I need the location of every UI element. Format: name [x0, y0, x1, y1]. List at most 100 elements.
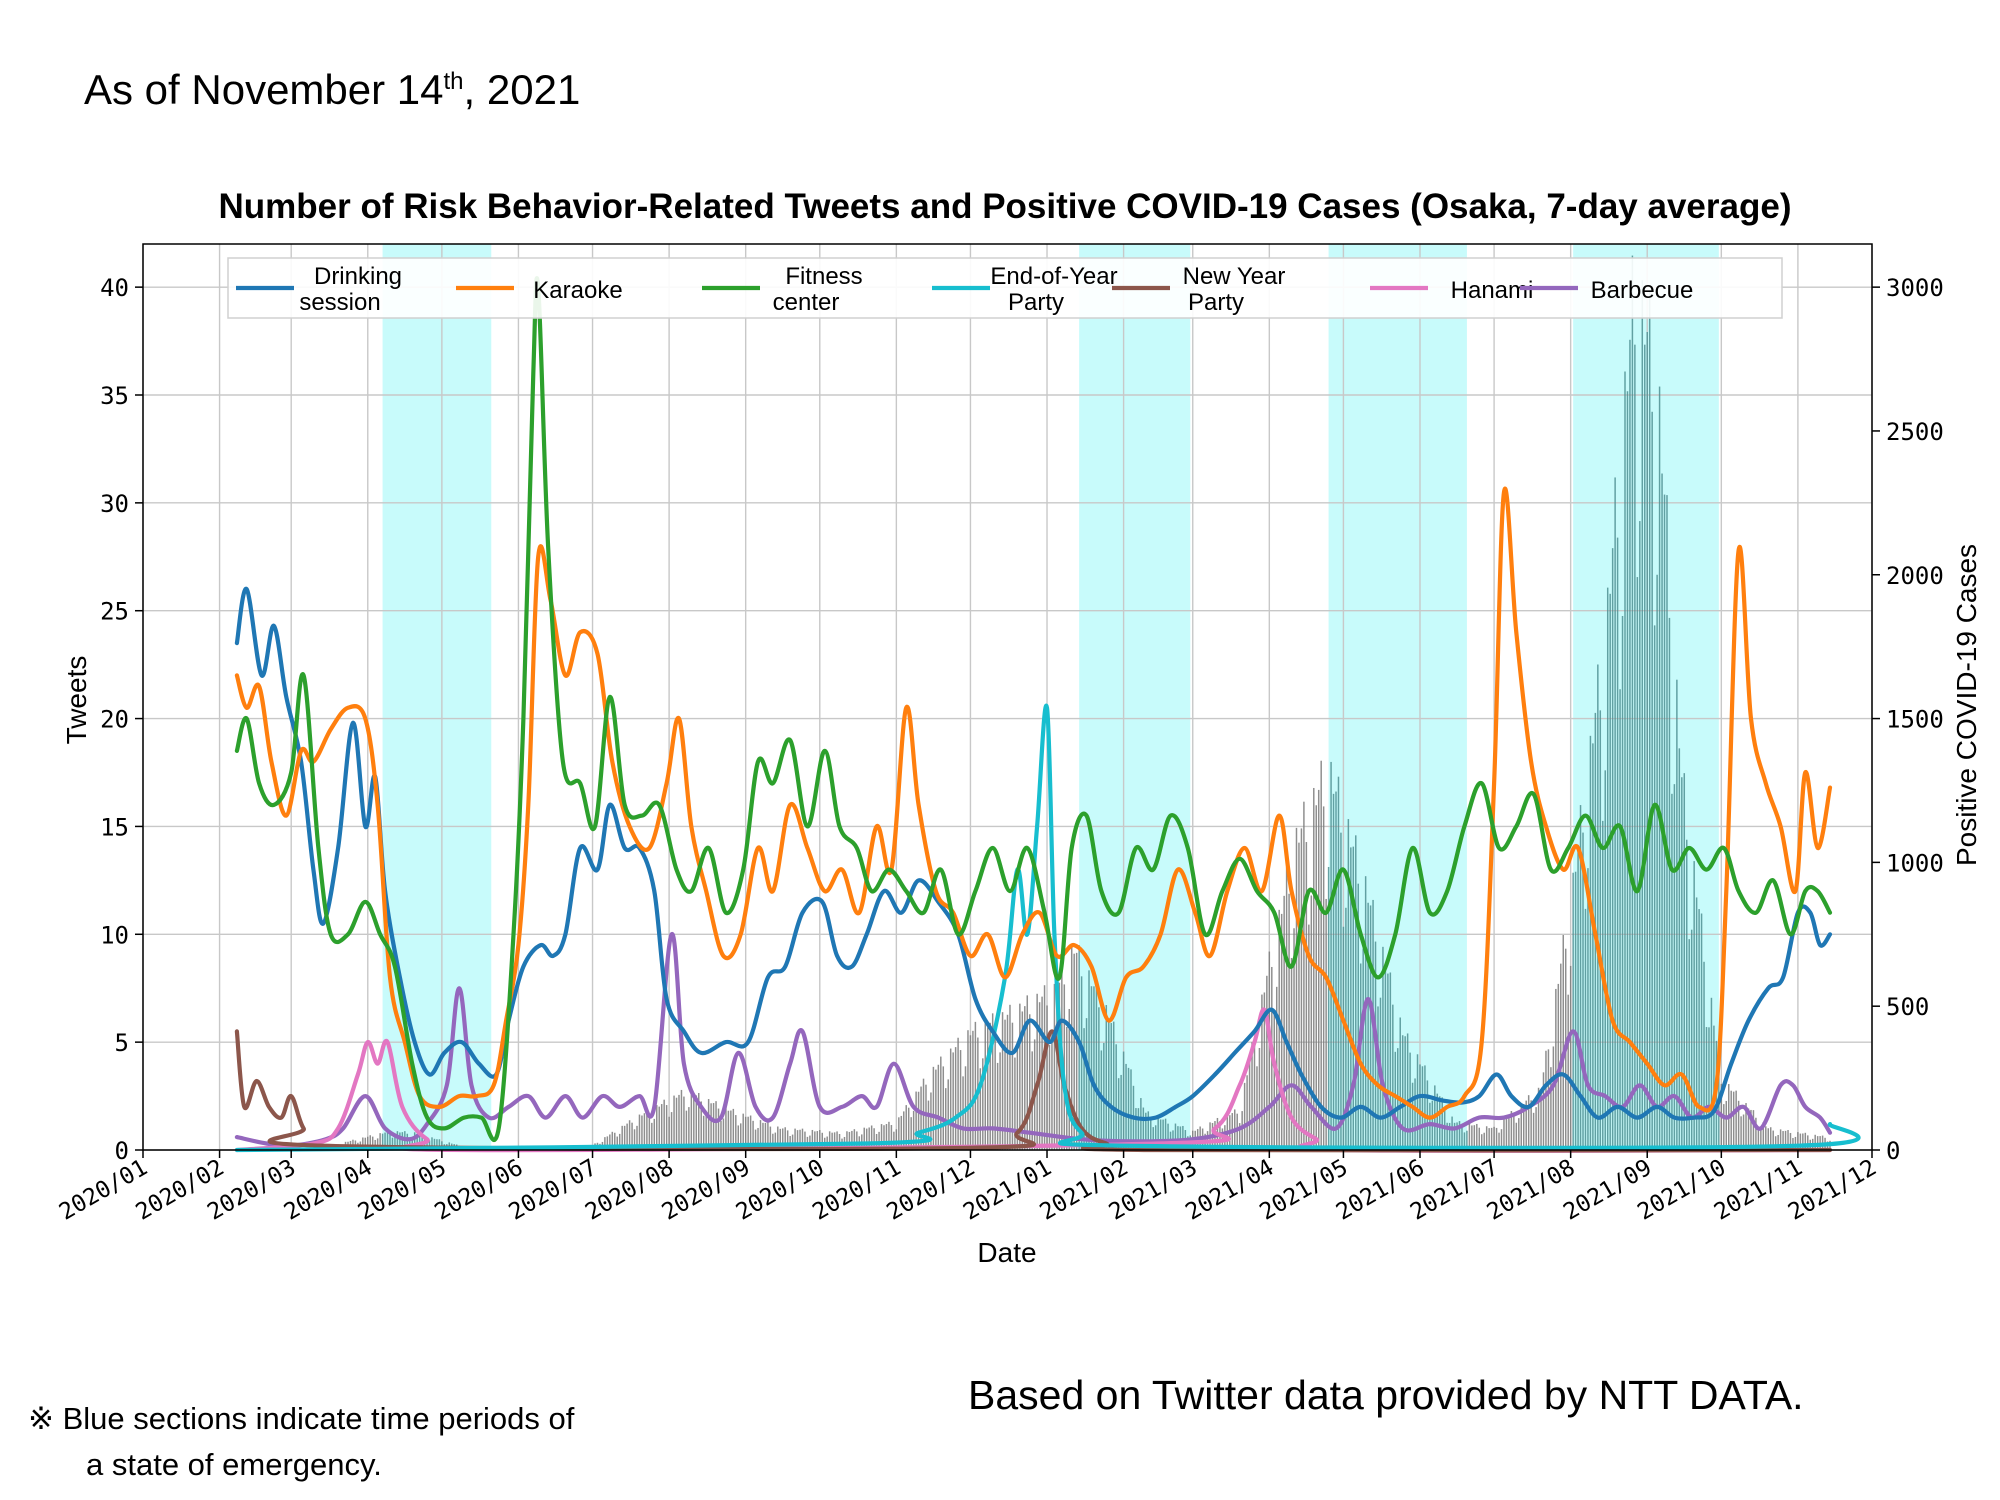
case-bar [986, 1027, 989, 1150]
y-tick-label: 0 [115, 1137, 129, 1165]
case-bar [1495, 1127, 1498, 1150]
case-bar [636, 1125, 638, 1150]
case-bar [1446, 1122, 1448, 1150]
case-bar [1266, 975, 1268, 1150]
case-bar [660, 1104, 663, 1150]
case-bar [732, 1108, 735, 1150]
case-bar [1246, 1075, 1248, 1150]
case-bar [1075, 952, 1078, 1150]
case-bar [1147, 1111, 1150, 1150]
case-bar [982, 1058, 984, 1150]
case-bar [920, 1086, 922, 1150]
case-bar [1784, 1130, 1787, 1150]
case-bar [1639, 521, 1641, 1150]
case-bar [1555, 988, 1557, 1150]
case-bar [1098, 1007, 1100, 1150]
case-bar [1411, 1082, 1414, 1150]
case-bar [604, 1137, 606, 1150]
case-bar [1614, 477, 1616, 1150]
case-bar [1750, 1109, 1752, 1150]
case-bar [436, 1139, 438, 1150]
case-bar [1125, 1063, 1127, 1150]
case-bar [389, 1132, 391, 1150]
case-bar [1621, 615, 1624, 1150]
case-bar [698, 1092, 700, 1150]
case-bar [1313, 787, 1315, 1150]
case-bar [1700, 913, 1703, 1150]
case-bar [431, 1137, 433, 1150]
case-bar [1416, 1054, 1419, 1150]
case-bar [999, 1052, 1001, 1150]
case-bar [873, 1128, 875, 1150]
case-bar [880, 1124, 883, 1150]
chart-title: Number of Risk Behavior-Related Tweets a… [219, 187, 1792, 226]
case-bar [735, 1115, 737, 1150]
case-bar [1668, 617, 1671, 1150]
case-bar [769, 1126, 772, 1150]
case-bar [984, 1020, 987, 1150]
case-bar [1308, 924, 1310, 1150]
case-bar [1414, 1078, 1416, 1150]
case-bar [1056, 992, 1058, 1150]
case-bar [1463, 1132, 1466, 1150]
case-bar [935, 1069, 937, 1150]
y2-tick-label: 500 [1886, 993, 1929, 1021]
tweet-lines [234, 276, 1861, 1153]
y2-tick-label: 1000 [1886, 849, 1944, 877]
case-bar [693, 1095, 695, 1150]
case-bar [1137, 1108, 1140, 1150]
case-bar [974, 1021, 977, 1150]
case-bar [1767, 1128, 1770, 1150]
case-bar [1253, 1045, 1256, 1150]
case-bar [1683, 773, 1686, 1150]
case-bar [1093, 986, 1095, 1150]
case-bar [1725, 1100, 1728, 1150]
case-bar [784, 1127, 786, 1150]
case-bar [957, 1037, 959, 1150]
y2-tick-label: 1500 [1886, 706, 1944, 734]
case-bar [1394, 1051, 1397, 1150]
series-line-new-year-party [234, 1029, 1833, 1153]
y2-axis-label: Positive COVID-19 Cases [1951, 544, 1982, 866]
case-bar [609, 1134, 611, 1150]
case-bar [1695, 897, 1698, 1150]
plot-frame [142, 243, 1873, 1151]
case-bar [1263, 992, 1266, 1150]
legend-label: New Year [1183, 263, 1286, 290]
case-bar [1251, 1042, 1253, 1150]
case-bar [1162, 1119, 1164, 1150]
case-bar [1488, 1128, 1490, 1150]
case-bar [814, 1131, 816, 1150]
case-bar [1542, 1072, 1545, 1150]
case-bar [1723, 1104, 1725, 1150]
case-bar [700, 1101, 702, 1150]
y2-tick-label: 3000 [1886, 274, 1944, 302]
case-bar [972, 1030, 974, 1150]
case-bar [1777, 1134, 1779, 1150]
case-bar [1537, 1087, 1540, 1150]
case-bar [1293, 928, 1295, 1150]
case-bar [1802, 1133, 1804, 1150]
y-tick-label: 35 [100, 382, 129, 410]
y2-tick-label: 0 [1886, 1137, 1900, 1165]
case-bar [989, 1022, 991, 1150]
case-bar [1634, 344, 1636, 1151]
case-bar [888, 1121, 890, 1150]
case-bar [702, 1115, 705, 1150]
case-bar [623, 1125, 626, 1150]
case-bar [653, 1118, 656, 1150]
legend-label: Hanami [1451, 277, 1534, 304]
case-bar [1574, 871, 1577, 1150]
case-bar [898, 1117, 900, 1150]
case-bar [1658, 386, 1661, 1150]
case-bar [900, 1115, 903, 1150]
case-bar [1377, 1006, 1379, 1150]
case-bar [1090, 986, 1093, 1150]
case-bar [762, 1122, 764, 1150]
case-bar [856, 1131, 858, 1150]
case-bar [747, 1116, 749, 1150]
case-bar [717, 1108, 720, 1150]
legend-label: End-of-Year [990, 263, 1117, 290]
case-bar [870, 1125, 873, 1150]
